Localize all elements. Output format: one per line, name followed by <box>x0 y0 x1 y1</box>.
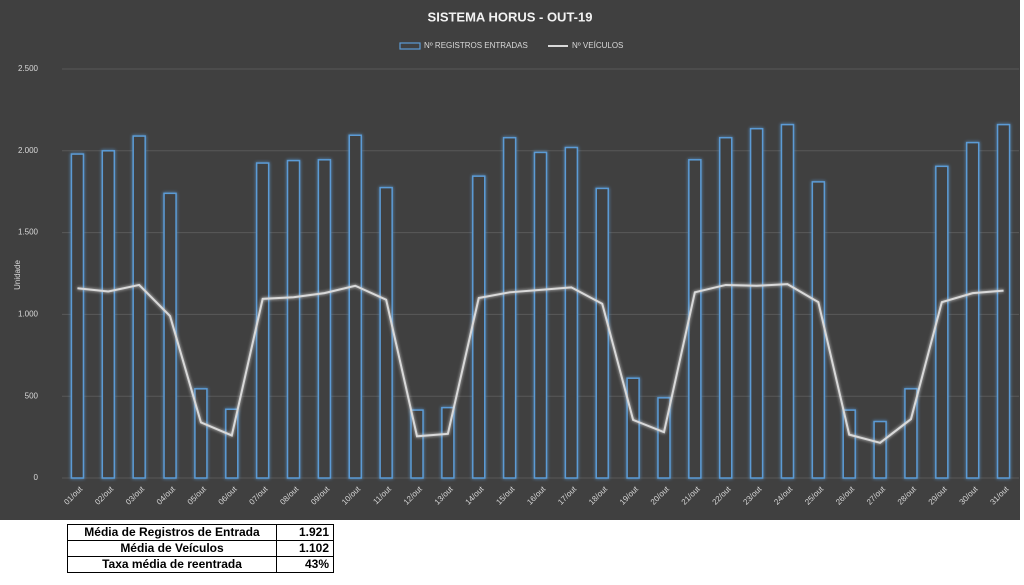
bar <box>811 181 826 479</box>
bar <box>163 192 177 479</box>
table-row: Média de Veículos 1.102 <box>67 540 334 557</box>
chart-title: SISTEMA HORUS - OUT-19 <box>428 9 593 24</box>
bar <box>595 187 609 479</box>
bar <box>780 123 795 479</box>
bar <box>317 159 332 479</box>
bar <box>718 136 733 479</box>
bar <box>749 127 764 479</box>
bar <box>441 406 455 479</box>
y-tick-label: 0 <box>34 473 39 482</box>
table-cell: Média de Registros de Entrada <box>67 524 277 541</box>
bar <box>873 420 887 479</box>
bar <box>626 377 640 479</box>
bar <box>996 123 1011 479</box>
bar <box>935 165 949 479</box>
y-tick-label: 1.000 <box>18 310 39 319</box>
table-cell: Taxa média de reentrada <box>67 556 277 573</box>
table-row: Média de Registros de Entrada 1.921 <box>67 524 334 541</box>
table-cell: 1.921 <box>276 524 334 541</box>
bar <box>194 388 208 479</box>
bar <box>348 134 363 479</box>
y-tick-label: 500 <box>25 391 39 400</box>
bar <box>472 175 486 479</box>
legend-label: Nº VEÍCULOS <box>572 41 623 50</box>
bar <box>255 162 270 479</box>
bar <box>379 186 393 479</box>
y-tick-label: 2.500 <box>18 64 39 73</box>
chart: SISTEMA HORUS - OUT-19 Unidade 0 500 1.000… <box>0 0 1020 520</box>
table-cell: Média de Veículos <box>67 540 277 557</box>
table-cell: 43% <box>276 556 334 573</box>
table-cell: 1.102 <box>276 540 334 557</box>
bar <box>502 136 517 479</box>
legend-label: Nº REGISTROS ENTRADAS <box>424 41 528 50</box>
bar <box>564 146 579 479</box>
bar <box>132 135 146 479</box>
legend-swatch <box>399 42 421 50</box>
y-tick-label: 1.500 <box>18 228 39 237</box>
bar <box>842 409 856 479</box>
bar <box>965 141 980 479</box>
bar <box>70 153 85 479</box>
bar <box>533 151 548 479</box>
bar <box>101 150 116 479</box>
bar <box>688 159 702 479</box>
table-row: Taxa média de reentrada 43% <box>67 556 334 573</box>
y-axis-label: Unidade <box>13 260 22 290</box>
summary-table: Média de Registros de Entrada 1.921 Média … <box>67 524 334 573</box>
y-tick-label: 2.000 <box>18 146 39 155</box>
bar <box>286 159 301 479</box>
line <box>77 283 1004 444</box>
